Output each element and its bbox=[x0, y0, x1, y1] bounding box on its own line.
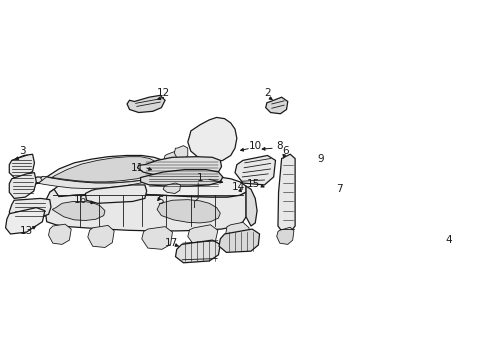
Text: 2: 2 bbox=[264, 88, 270, 98]
Polygon shape bbox=[52, 202, 105, 220]
Text: 13: 13 bbox=[20, 226, 33, 236]
Polygon shape bbox=[41, 157, 158, 182]
Polygon shape bbox=[245, 186, 257, 226]
Polygon shape bbox=[175, 240, 220, 263]
Polygon shape bbox=[187, 225, 217, 246]
Polygon shape bbox=[163, 183, 180, 193]
Polygon shape bbox=[9, 173, 36, 198]
Polygon shape bbox=[142, 226, 172, 249]
Polygon shape bbox=[50, 174, 245, 197]
Text: 17: 17 bbox=[164, 238, 178, 248]
Polygon shape bbox=[9, 154, 34, 177]
Text: 4: 4 bbox=[444, 235, 451, 245]
Text: 11: 11 bbox=[131, 163, 144, 173]
Polygon shape bbox=[88, 225, 114, 247]
Polygon shape bbox=[225, 222, 248, 243]
Text: 3: 3 bbox=[19, 146, 25, 156]
Polygon shape bbox=[48, 224, 71, 244]
Text: 5: 5 bbox=[157, 197, 163, 207]
Polygon shape bbox=[276, 227, 293, 244]
Text: 7: 7 bbox=[336, 184, 343, 194]
Text: 8: 8 bbox=[276, 141, 283, 150]
Polygon shape bbox=[85, 185, 146, 203]
Polygon shape bbox=[9, 198, 51, 219]
Polygon shape bbox=[157, 200, 220, 223]
Text: 1: 1 bbox=[196, 172, 203, 183]
Polygon shape bbox=[137, 157, 221, 177]
Polygon shape bbox=[174, 146, 187, 160]
Polygon shape bbox=[5, 208, 45, 234]
Polygon shape bbox=[265, 97, 287, 114]
Text: 10: 10 bbox=[248, 141, 261, 150]
Text: 14: 14 bbox=[232, 183, 245, 192]
Polygon shape bbox=[127, 95, 165, 113]
Text: 15: 15 bbox=[246, 179, 260, 189]
Polygon shape bbox=[219, 229, 259, 252]
Polygon shape bbox=[187, 117, 236, 163]
Polygon shape bbox=[36, 167, 167, 189]
Text: 12: 12 bbox=[156, 88, 169, 98]
Polygon shape bbox=[189, 158, 203, 183]
Text: 16: 16 bbox=[74, 195, 87, 205]
Polygon shape bbox=[277, 154, 295, 232]
Polygon shape bbox=[140, 170, 223, 186]
Polygon shape bbox=[163, 151, 181, 173]
Polygon shape bbox=[235, 156, 275, 185]
Polygon shape bbox=[33, 156, 167, 184]
Text: 6: 6 bbox=[282, 146, 288, 156]
Text: 9: 9 bbox=[317, 153, 324, 163]
Polygon shape bbox=[45, 189, 245, 231]
